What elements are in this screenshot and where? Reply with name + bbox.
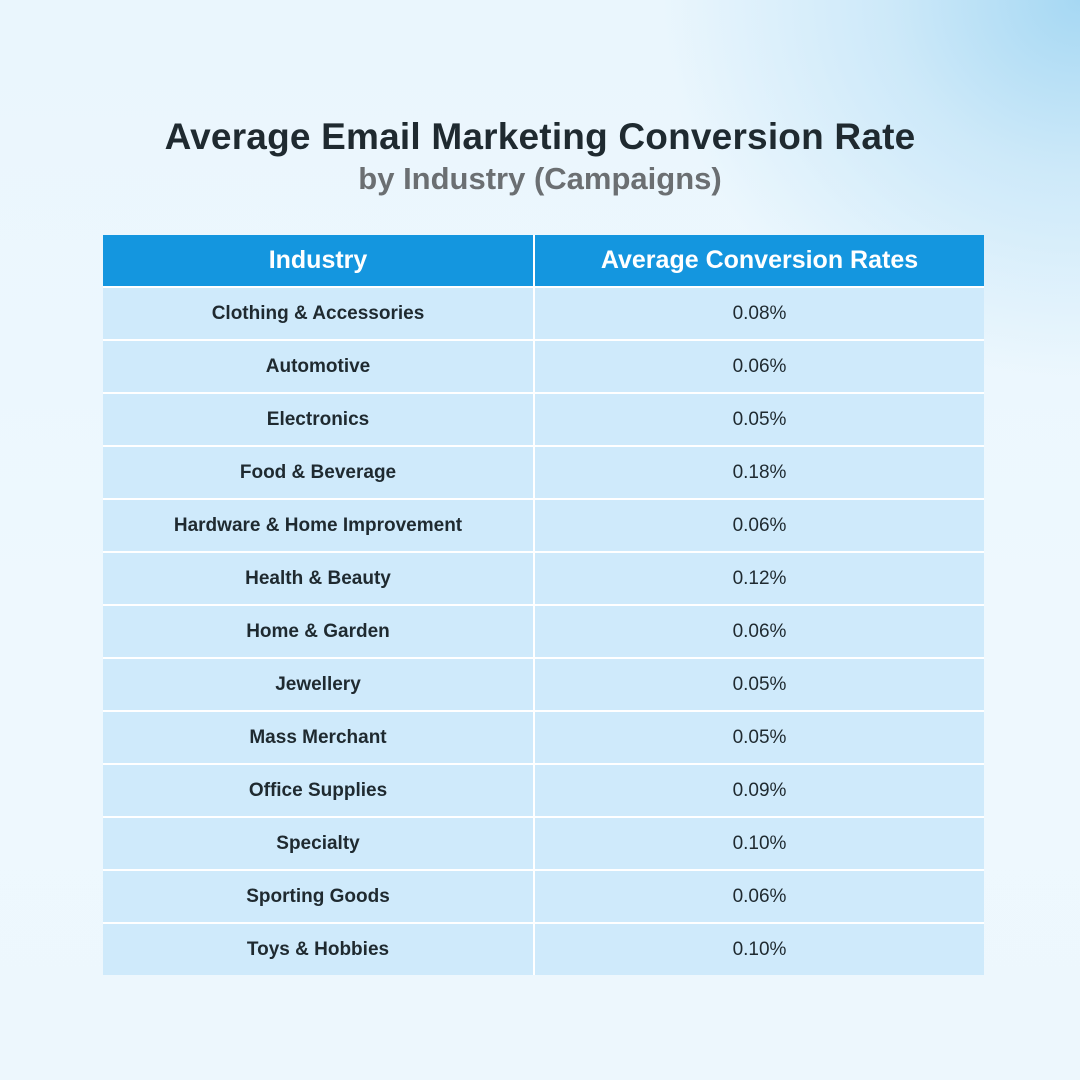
conversion-table-container: Industry Average Conversion Rates Clothi… xyxy=(103,235,984,975)
industry-cell: Sporting Goods xyxy=(103,869,535,923)
table-row: Toys & Hobbies 0.10% xyxy=(103,922,984,975)
table-row: Home & Garden 0.06% xyxy=(103,604,984,658)
table-row: Clothing & Accessories 0.08% xyxy=(103,286,984,340)
industry-cell: Electronics xyxy=(103,392,535,446)
industry-cell: Toys & Hobbies xyxy=(103,922,535,975)
table-row: Jewellery 0.05% xyxy=(103,657,984,711)
conversion-rate-cell: 0.08% xyxy=(534,286,984,340)
conversion-rate-cell: 0.10% xyxy=(534,922,984,975)
table-row: Health & Beauty 0.12% xyxy=(103,551,984,605)
conversion-rate-cell: 0.05% xyxy=(534,392,984,446)
conversion-rate-cell: 0.06% xyxy=(534,604,984,658)
industry-cell: Automotive xyxy=(103,339,535,393)
industry-cell: Mass Merchant xyxy=(103,710,535,764)
industry-cell: Health & Beauty xyxy=(103,551,535,605)
conversion-rate-cell: 0.06% xyxy=(534,498,984,552)
conversion-rate-cell: 0.06% xyxy=(534,869,984,923)
industry-cell: Specialty xyxy=(103,816,535,870)
table-header-row: Industry Average Conversion Rates xyxy=(103,235,984,287)
conversion-rate-cell: 0.10% xyxy=(534,816,984,870)
table-row: Mass Merchant 0.05% xyxy=(103,710,984,764)
table-row: Food & Beverage 0.18% xyxy=(103,445,984,499)
table-body: Clothing & Accessories 0.08% Automotive 0.0… xyxy=(103,286,984,975)
industry-cell: Home & Garden xyxy=(103,604,535,658)
industry-cell: Food & Beverage xyxy=(103,445,535,499)
conversion-rate-cell: 0.05% xyxy=(534,657,984,711)
page-subtitle: by Industry (Campaigns) xyxy=(358,161,722,196)
conversion-rate-cell: 0.12% xyxy=(534,551,984,605)
conversion-rate-table: Industry Average Conversion Rates Clothi… xyxy=(103,235,984,975)
conversion-rate-cell: 0.09% xyxy=(534,763,984,817)
table-row: Automotive 0.06% xyxy=(103,339,984,393)
page-title: Average Email Marketing Conversion Rate xyxy=(164,116,916,157)
industry-cell: Jewellery xyxy=(103,657,535,711)
conversion-rate-cell: 0.06% xyxy=(534,339,984,393)
table-row: Sporting Goods 0.06% xyxy=(103,869,984,923)
industry-cell: Office Supplies xyxy=(103,763,535,817)
conversion-rate-cell: 0.18% xyxy=(534,445,984,499)
industry-cell: Hardware & Home Improvement xyxy=(103,498,535,552)
table-row: Specialty 0.10% xyxy=(103,816,984,870)
column-header-average-conversion-rates: Average Conversion Rates xyxy=(534,235,984,287)
table-row: Office Supplies 0.09% xyxy=(103,763,984,817)
industry-cell: Clothing & Accessories xyxy=(103,286,535,340)
table-row: Electronics 0.05% xyxy=(103,392,984,446)
column-header-industry: Industry xyxy=(103,235,535,287)
table-row: Hardware & Home Improvement 0.06% xyxy=(103,498,984,552)
conversion-rate-cell: 0.05% xyxy=(534,710,984,764)
